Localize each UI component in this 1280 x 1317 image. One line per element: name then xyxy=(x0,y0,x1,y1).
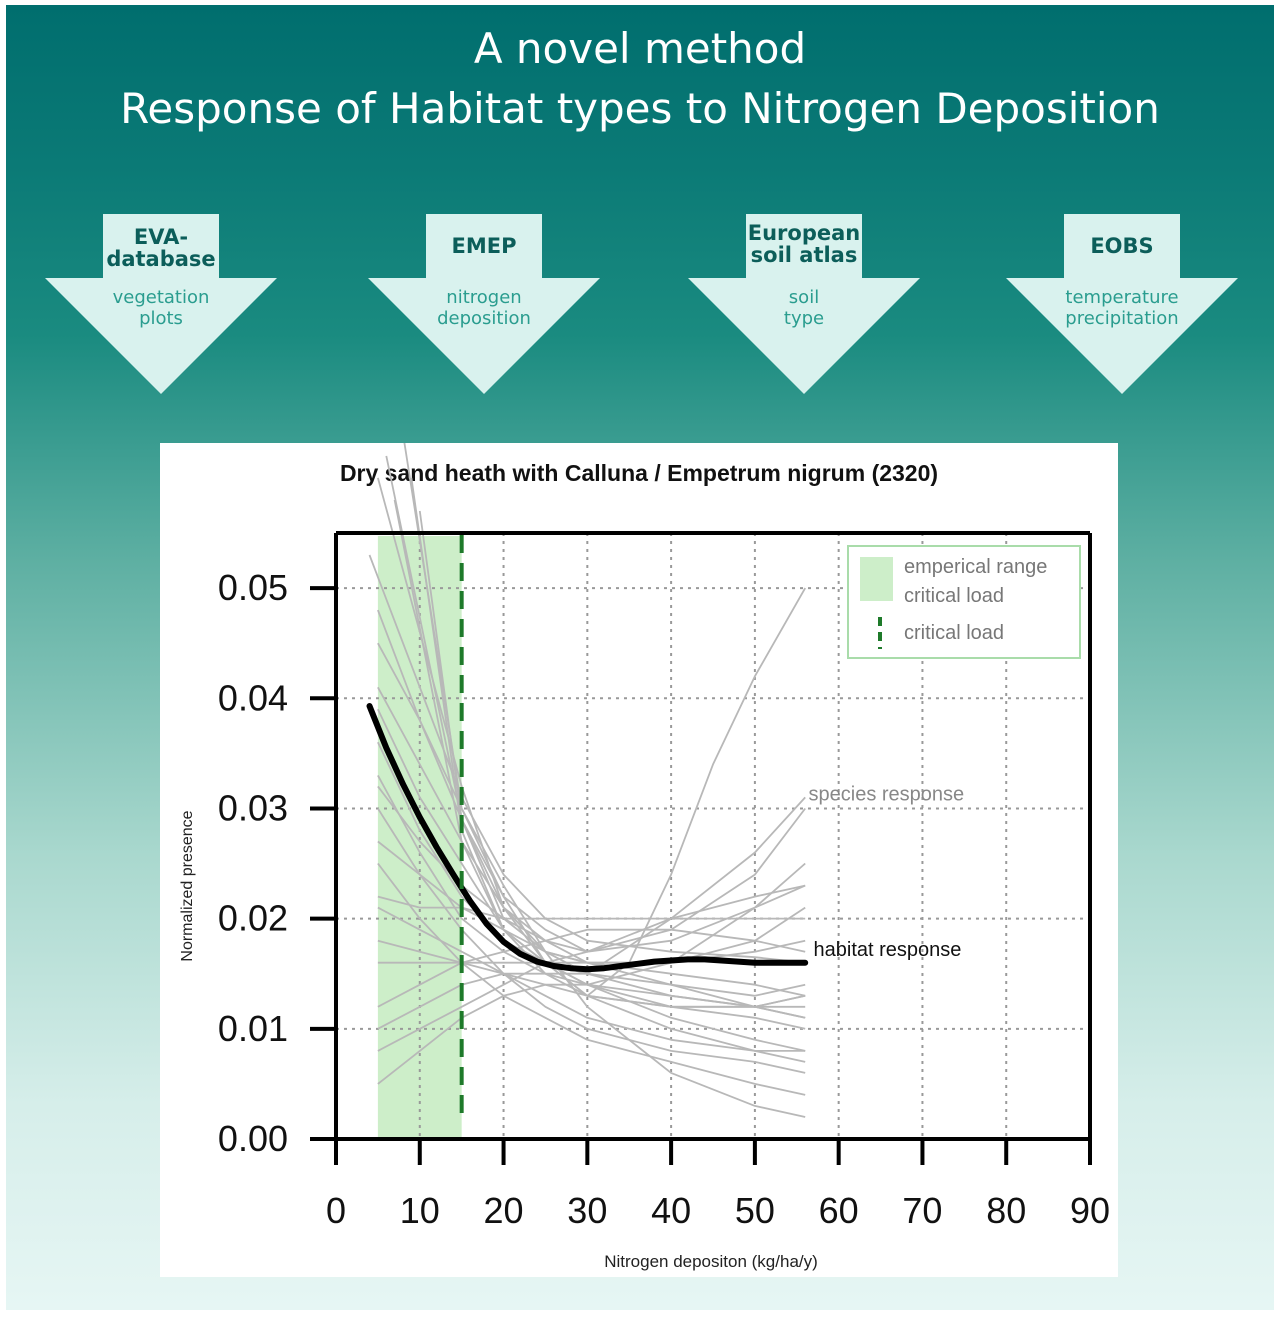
species-response-line xyxy=(368,554,806,964)
species-response-line xyxy=(377,895,806,920)
source-description: soil type xyxy=(783,287,825,329)
chart-title: Dry sand heath with Calluna / Empetrum n… xyxy=(340,460,938,486)
x-tick-label: 60 xyxy=(819,1190,859,1231)
legend-critical-label: critical load xyxy=(904,622,1004,644)
legend-range-label-2: critical load xyxy=(904,585,1004,607)
y-tick-label: 0.02 xyxy=(218,898,288,939)
down-arrow-icon xyxy=(45,214,277,394)
species-response-line xyxy=(377,862,806,1096)
x-tick-label: 50 xyxy=(735,1190,775,1231)
species-response-line xyxy=(418,510,806,953)
x-tick-label: 90 xyxy=(1070,1190,1110,1231)
x-axis-label: Nitrogen depositon (kg/ha/y) xyxy=(604,1252,818,1271)
x-tick-label: 10 xyxy=(400,1190,440,1231)
species-response-line xyxy=(377,983,806,1085)
source-description: temperature precipitation xyxy=(1065,287,1179,329)
species-response-line xyxy=(377,785,806,997)
chart: Dry sand heath with Calluna / Empetrum n… xyxy=(179,443,1110,1271)
page-subtitle: Response of Habitat types to Nitrogen De… xyxy=(120,84,1160,133)
source-description: vegetation plots xyxy=(112,287,210,329)
source-name: European soil atlas xyxy=(747,221,861,267)
source-name: EMEP xyxy=(451,234,517,258)
source-arrow-eobs: EOBS temperature precipitation xyxy=(1006,214,1238,394)
x-tick-label: 80 xyxy=(986,1190,1026,1231)
source-arrow-soil-atlas: European soil atlas soil type xyxy=(688,214,920,394)
species-response-line xyxy=(377,972,806,1030)
species-response-line xyxy=(377,808,806,1074)
x-tick-label: 0 xyxy=(326,1190,346,1231)
source-name: EVA- database xyxy=(106,225,216,271)
species-response-annotation: species response xyxy=(809,784,965,806)
species-response-line xyxy=(377,587,806,997)
source-description: nitrogen deposition xyxy=(437,287,531,329)
down-arrow-icon xyxy=(368,214,600,394)
source-name: EOBS xyxy=(1090,234,1154,258)
x-tick-label: 70 xyxy=(902,1190,942,1231)
species-response-line xyxy=(410,477,806,1008)
page-title: A novel method xyxy=(473,24,807,73)
y-axis-label: Normalized presence xyxy=(179,810,196,961)
y-tick-label: 0.03 xyxy=(218,787,288,828)
source-arrow-eva: EVA- database vegetation plots xyxy=(45,214,277,394)
species-response-line xyxy=(377,840,806,964)
y-tick-label: 0.00 xyxy=(218,1118,288,1159)
y-tick-label: 0.04 xyxy=(218,677,288,718)
chart-legend: emperical range critical load critical l… xyxy=(847,545,1081,659)
source-arrow-emep: EMEP nitrogen deposition xyxy=(368,214,600,394)
poster-background: A novel method Response of Habitat types… xyxy=(6,5,1274,1310)
habitat-response-annotation: habitat response xyxy=(814,939,962,961)
down-arrow-icon xyxy=(1006,214,1238,394)
legend-range-label: emperical range xyxy=(904,556,1047,578)
legend-range-swatch xyxy=(860,557,893,601)
species-response-line xyxy=(377,906,806,1052)
x-tick-label: 40 xyxy=(651,1190,691,1231)
y-tick-label: 0.01 xyxy=(218,1008,288,1049)
down-arrow-icon xyxy=(688,214,920,394)
habitat-response-line xyxy=(366,703,809,973)
x-tick-label: 20 xyxy=(484,1190,524,1231)
y-tick-label: 0.05 xyxy=(218,567,288,608)
x-tick-label: 30 xyxy=(567,1190,607,1231)
chart-panel: Dry sand heath with Calluna / Empetrum n… xyxy=(160,443,1118,1277)
